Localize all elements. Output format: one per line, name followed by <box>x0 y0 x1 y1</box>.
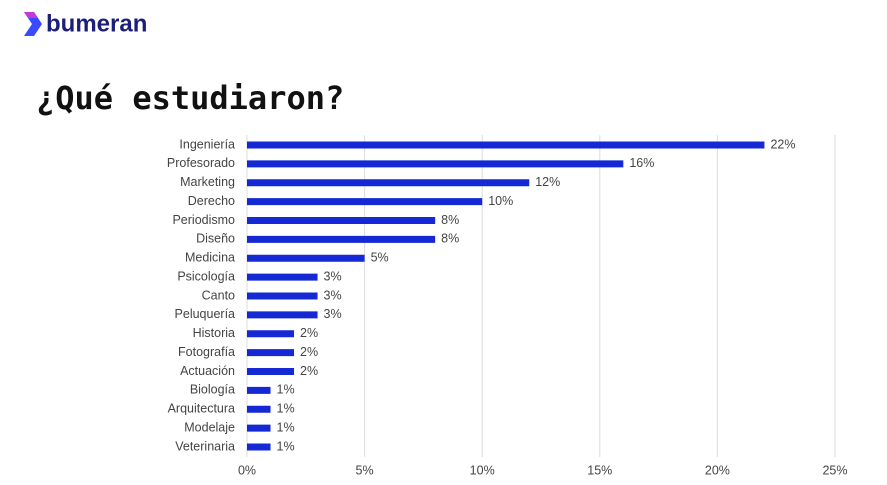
bar <box>247 405 271 413</box>
bar <box>247 386 271 394</box>
value-label: 3% <box>324 307 342 321</box>
bar <box>247 198 483 206</box>
value-label: 10% <box>488 194 513 208</box>
value-label: 1% <box>277 439 295 453</box>
y-tick-label: Derecho <box>188 194 235 208</box>
value-label: 1% <box>277 420 295 434</box>
x-tick-label: 15% <box>587 463 612 477</box>
y-tick-label: Ingeniería <box>179 137 235 151</box>
value-label: 3% <box>324 288 342 302</box>
value-label: 1% <box>277 402 295 416</box>
logo-icon-accent <box>24 12 38 18</box>
x-tick-label: 0% <box>238 463 256 477</box>
y-tick-label: Modelaje <box>184 420 235 434</box>
brand: bumeran <box>46 10 147 37</box>
y-tick-label: Psicología <box>177 269 235 283</box>
y-tick-label: Peluquería <box>175 307 236 321</box>
y-tick-label: Actuación <box>180 364 235 378</box>
y-tick-label: Canto <box>202 288 235 302</box>
y-tick-label: Medicina <box>185 251 235 265</box>
bar <box>247 217 436 224</box>
bar <box>247 311 318 319</box>
bar <box>247 160 624 168</box>
value-label: 3% <box>324 269 342 283</box>
y-tick-label: Diseño <box>196 232 235 246</box>
bar <box>247 179 530 187</box>
value-label: 2% <box>300 364 318 378</box>
logo: bumeran <box>24 10 147 37</box>
x-tick-label: 25% <box>822 463 847 477</box>
y-tick-label: Veterinaria <box>175 439 235 453</box>
value-label: 1% <box>277 383 295 397</box>
y-tick-label: Profesorado <box>167 156 235 170</box>
x-tick-label: 5% <box>356 463 374 477</box>
y-tick-label: Arquitectura <box>168 402 235 416</box>
bar <box>247 273 318 281</box>
bar <box>247 443 271 451</box>
y-tick-label: Periodismo <box>172 213 235 227</box>
chart-title: ¿Qué estudiaron? <box>36 79 344 117</box>
bar <box>247 330 295 338</box>
bar <box>247 141 765 149</box>
bar <box>247 424 271 432</box>
value-label: 8% <box>441 213 459 227</box>
y-tick-label: Fotografía <box>178 345 235 359</box>
y-tick-label: Historia <box>193 326 235 340</box>
value-label: 5% <box>371 251 389 265</box>
bar <box>247 254 365 262</box>
value-label: 2% <box>300 345 318 359</box>
bar <box>247 368 295 375</box>
value-label: 12% <box>535 175 560 189</box>
x-tick-label: 20% <box>705 463 730 477</box>
y-tick-label: Biología <box>190 383 235 397</box>
bar <box>247 349 295 357</box>
value-label: 8% <box>441 232 459 246</box>
bar <box>247 292 318 300</box>
y-tick-label: Marketing <box>180 175 235 189</box>
value-label: 2% <box>300 326 318 340</box>
x-tick-label: 10% <box>470 463 495 477</box>
bar <box>247 235 436 243</box>
value-label: 22% <box>770 137 795 151</box>
value-label: 16% <box>629 156 654 170</box>
